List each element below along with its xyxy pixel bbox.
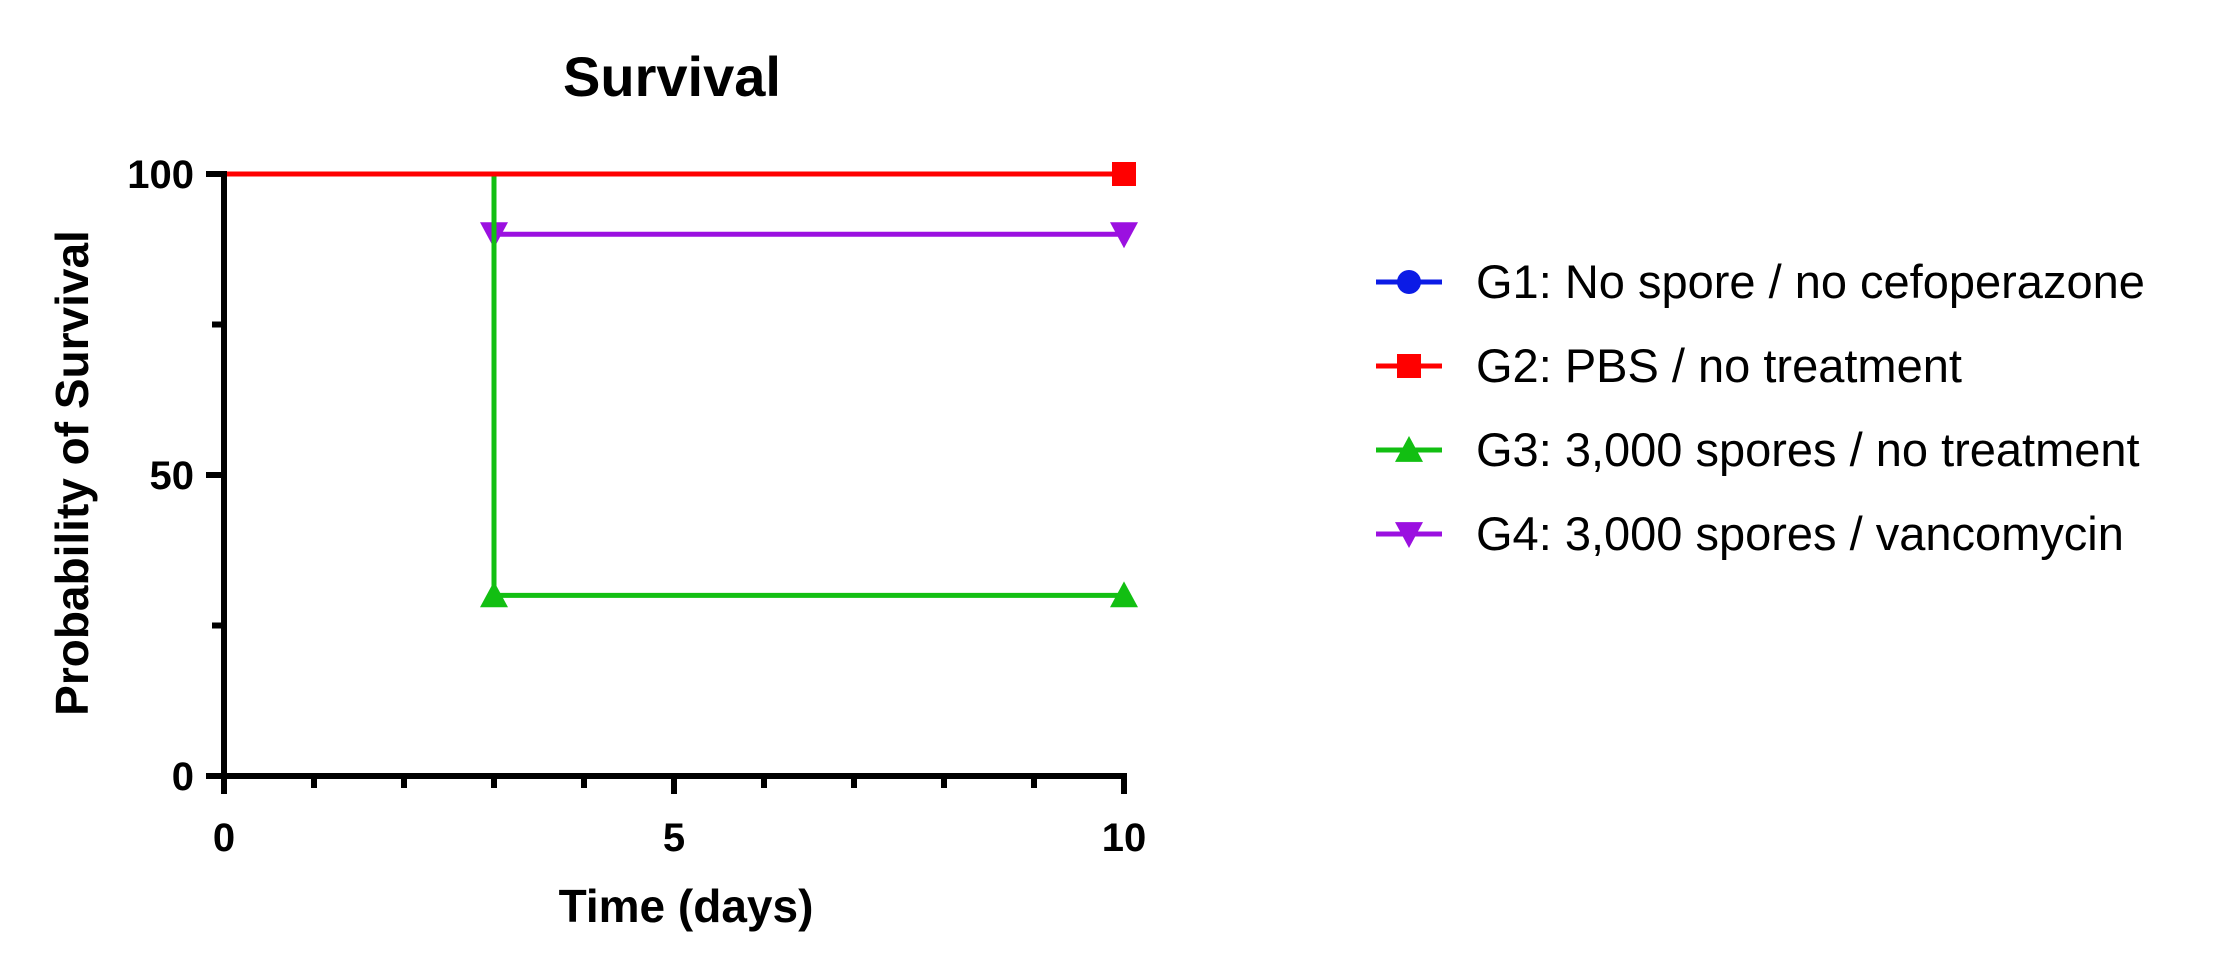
chart-title: Survival — [563, 45, 781, 108]
series-g3 — [224, 171, 1138, 608]
series-g2 — [224, 162, 1136, 186]
x-tick-label: 10 — [1102, 816, 1147, 860]
legend-item-g1: G1: No spore / no cefoperazone — [1376, 255, 2145, 308]
legend-label: G1: No spore / no cefoperazone — [1476, 255, 2145, 308]
legend-item-g3: G3: 3,000 spores / no treatment — [1376, 423, 2140, 476]
y-tick-label: 0 — [172, 755, 194, 799]
x-axis-title: Time (days) — [559, 880, 814, 932]
legend: G1: No spore / no cefoperazone G2: PBS / … — [1376, 255, 2145, 560]
y-tick-label: 100 — [127, 153, 194, 197]
legend-marker-g2 — [1397, 354, 1421, 378]
legend-marker-g3 — [1395, 436, 1423, 462]
legend-label: G4: 3,000 spores / vancomycin — [1476, 507, 2124, 560]
y-axis-title: Probability of Survival — [46, 230, 98, 716]
x-tick-label: 0 — [213, 816, 235, 860]
plot-series — [224, 162, 1138, 608]
legend-label: G2: PBS / no treatment — [1476, 339, 1962, 392]
marker-g3-1 — [1110, 581, 1138, 608]
legend-item-g4: G4: 3,000 spores / vancomycin — [1376, 507, 2124, 560]
series-line-g4 — [224, 171, 1124, 237]
axes — [221, 171, 1127, 779]
legend-label: G3: 3,000 spores / no treatment — [1476, 423, 2140, 476]
series-g4 — [224, 171, 1138, 249]
y-tick-label: 50 — [150, 454, 195, 498]
legend-marker-g4 — [1395, 522, 1423, 548]
legend-item-g2: G2: PBS / no treatment — [1376, 339, 1962, 392]
legend-marker-g1 — [1397, 270, 1421, 294]
marker-g2-0 — [1112, 162, 1136, 186]
series-line-g3 — [224, 171, 1124, 598]
marker-g3-0 — [480, 581, 508, 608]
x-tick-label: 5 — [663, 816, 685, 860]
marker-g4-1 — [1110, 222, 1138, 249]
